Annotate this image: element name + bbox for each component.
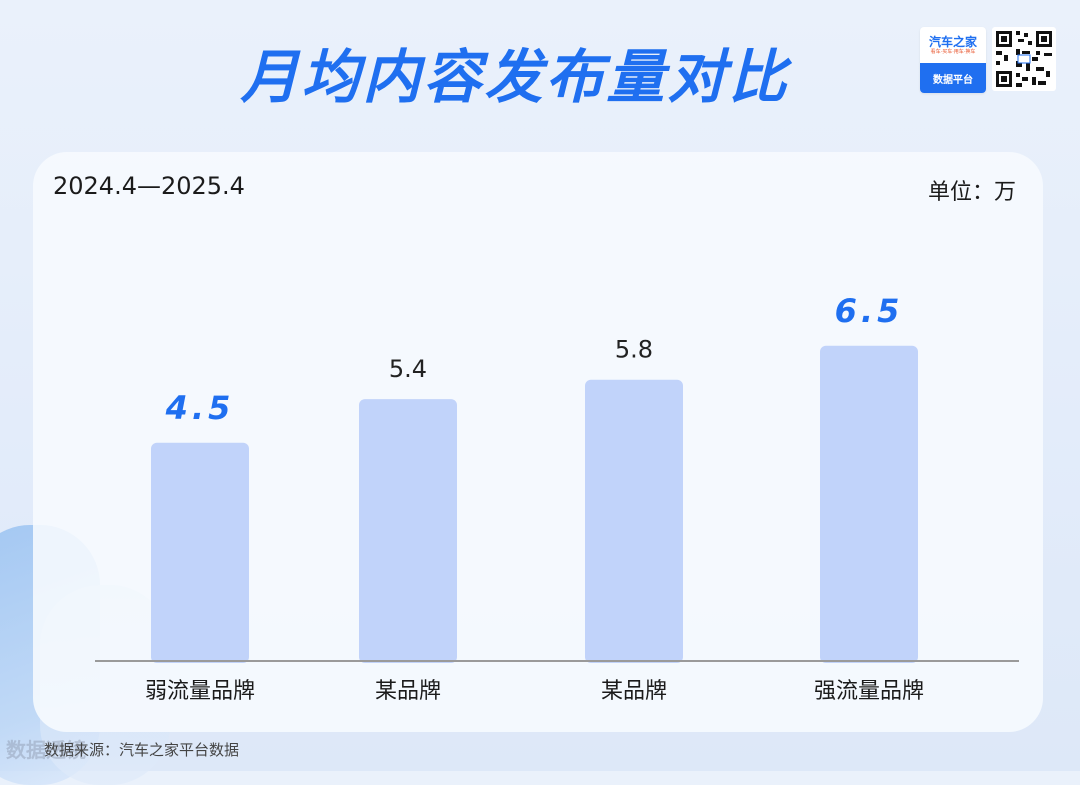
bar-value-label: 6.5 <box>835 292 904 330</box>
watermark: 数据透镜 <box>6 738 86 762</box>
category-tick-label: 某品牌 <box>601 679 667 704</box>
brand-logo: 汽车之家 看车·买车·用车·换车 数据平台 <box>920 27 986 93</box>
bar <box>151 442 249 663</box>
logo-slogan: 看车·买车·用车·换车 <box>930 48 976 55</box>
bar <box>585 379 683 663</box>
data-source: 数据来源：汽车之家平台数据 <box>44 741 240 759</box>
unit-label: 单位：万 <box>927 180 1016 205</box>
bar-value-label: 4.5 <box>165 389 235 427</box>
bar <box>359 399 457 663</box>
category-tick-label: 某品牌 <box>375 679 441 704</box>
category-tick-label: 弱流量品牌 <box>145 679 255 704</box>
qr-code-icon <box>996 31 1052 87</box>
date-range: 2024.4—2025.4 <box>53 172 245 200</box>
logo-name: 汽车之家 <box>928 34 977 49</box>
bar <box>820 345 918 663</box>
category-tick-label: 强流量品牌 <box>814 679 924 704</box>
bar-value-label: 5.8 <box>615 336 653 364</box>
bar-value-label: 5.4 <box>389 355 427 383</box>
logo-platform: 数据平台 <box>920 63 986 93</box>
chart-title: 月均内容发布量对比 <box>240 43 790 111</box>
qr-code <box>992 27 1056 91</box>
